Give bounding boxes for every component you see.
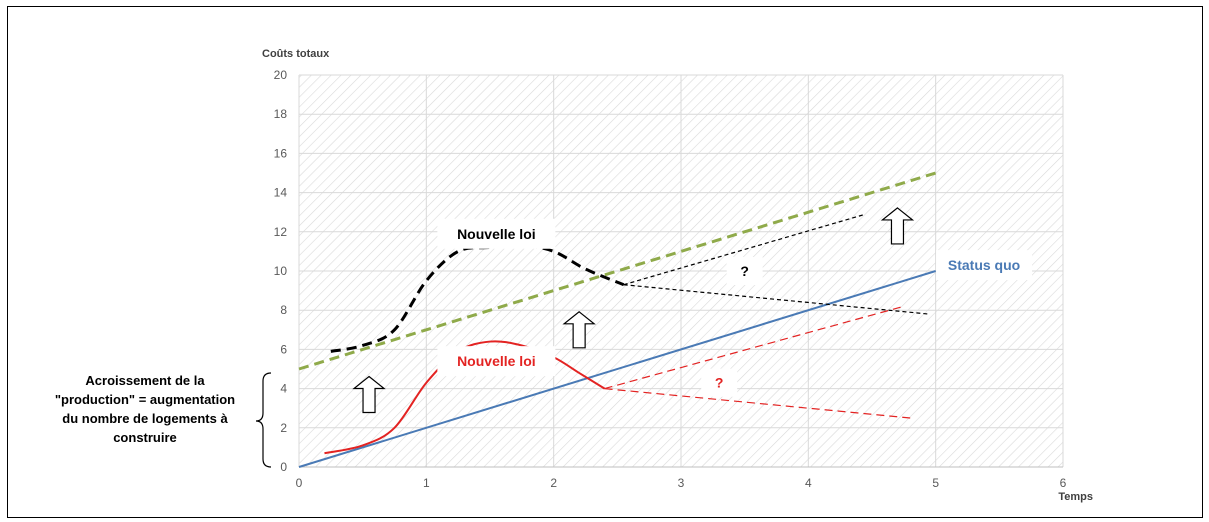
series-line-2 [330, 243, 625, 353]
series-group [298, 171, 937, 468]
y-tick-label: 2 [280, 421, 287, 435]
status-quo-box [936, 250, 1033, 281]
side-note-line-3: du nombre de logements à [62, 411, 228, 426]
black-label-box [437, 218, 556, 249]
nouvelle-loi-black-label: Nouvelle loi [457, 226, 536, 242]
y-tick-label: 18 [274, 107, 288, 121]
y-tick-label: 16 [274, 146, 288, 160]
side-note-line-1: Acroissement de la [85, 373, 205, 388]
x-tick-label: 5 [932, 476, 939, 490]
y-tick-label: 4 [280, 382, 287, 396]
x-tick-label: 4 [805, 476, 812, 490]
y-tick-label: 8 [280, 303, 287, 317]
x-tick-label: 0 [296, 476, 303, 490]
up-arrow-icon [352, 375, 386, 414]
x-tick-label: 3 [678, 476, 685, 490]
series-line-3 [623, 213, 866, 286]
x-tick-label: 6 [1060, 476, 1067, 490]
red-question-mark: ? [715, 375, 724, 391]
y-axis-label: Coûts totaux [262, 48, 330, 60]
y-tick-label: 10 [274, 264, 288, 278]
y-tick-label: 20 [274, 68, 288, 82]
y-tick-label: 0 [280, 460, 287, 474]
y-tick-label: 12 [274, 225, 288, 239]
nouvelle-loi-red-label: Nouvelle loi [457, 353, 536, 369]
x-tick-label: 1 [423, 476, 430, 490]
annotation-labels: Nouvelle loi ? Nouvelle loi ? Status quo [437, 218, 1033, 397]
curly-brace [255, 372, 272, 468]
y-tick-label: 6 [280, 342, 287, 356]
x-axis-label: Temps [1058, 491, 1093, 503]
x-tick-label: 2 [550, 476, 557, 490]
red-question-box [701, 368, 738, 397]
arrows-group [352, 207, 915, 414]
series-line-0 [298, 270, 936, 468]
black-question-box [726, 257, 763, 285]
up-arrow-icon [880, 207, 915, 245]
series-line-5 [324, 340, 606, 455]
y-tick-label: 14 [274, 186, 288, 200]
side-note: Acroissement de la "production" = augmen… [40, 371, 250, 447]
grid [298, 74, 1064, 468]
up-arrow-icon [562, 311, 596, 349]
series-line-4 [623, 284, 930, 315]
side-note-line-4: construire [113, 430, 177, 445]
black-question-mark: ? [740, 263, 749, 279]
red-label-box [437, 346, 556, 377]
side-note-line-2: "production" = augmentation [54, 392, 236, 407]
status-quo-label: Status quo [948, 257, 1020, 273]
